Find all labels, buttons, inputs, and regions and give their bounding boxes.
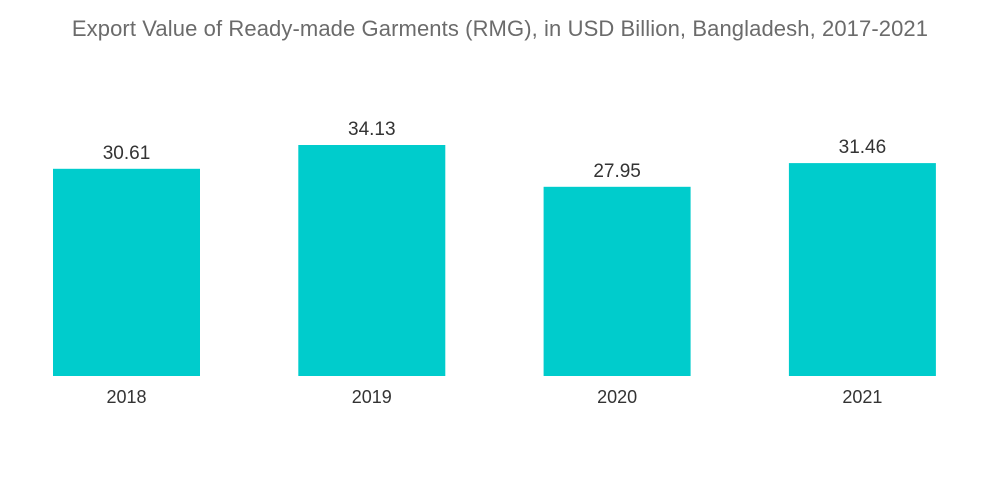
bar-2021 — [788, 163, 936, 376]
x-tick-label-2021: 2021 — [842, 387, 882, 407]
x-tick-label-2019: 2019 — [352, 387, 392, 407]
data-label-2020: 27.95 — [593, 161, 641, 182]
bar-2020 — [543, 186, 691, 376]
data-label-2019: 34.13 — [348, 119, 396, 140]
bar-2018 — [53, 168, 200, 376]
data-label-2018: 30.61 — [103, 143, 151, 164]
x-tick-label-2020: 2020 — [597, 387, 637, 407]
data-label-2021: 31.46 — [839, 137, 887, 158]
chart-title: Export Value of Ready-made Garments (RMG… — [71, 16, 929, 41]
x-tick-label-2018: 2018 — [106, 387, 146, 407]
bar-2019 — [298, 145, 446, 376]
